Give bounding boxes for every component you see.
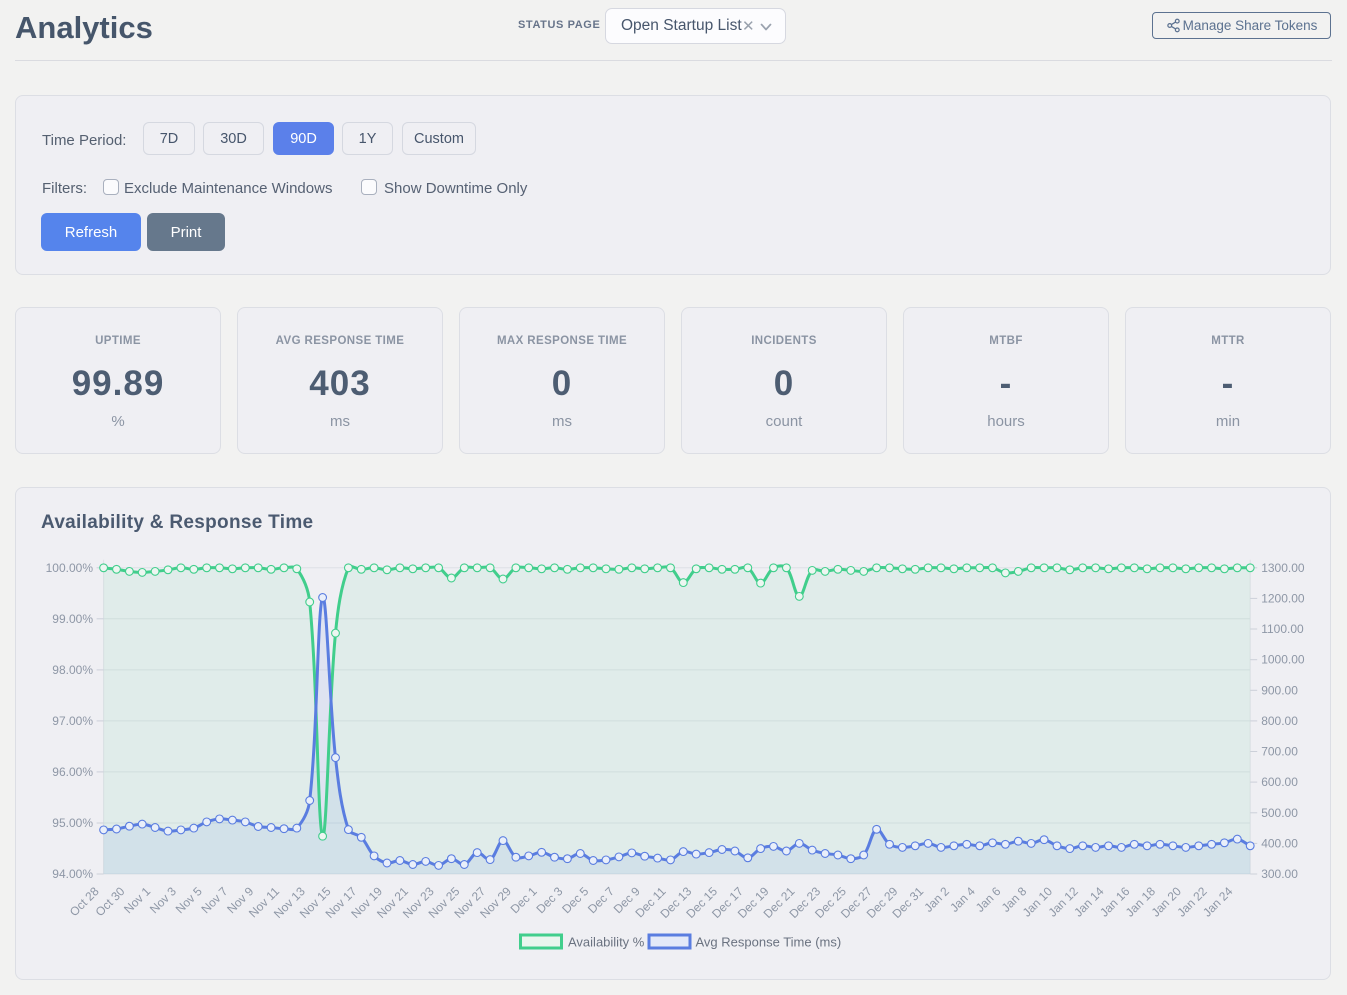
svg-text:Jan 4: Jan 4	[947, 884, 978, 915]
svg-text:1100.00: 1100.00	[1261, 622, 1304, 636]
svg-text:Dec 3: Dec 3	[533, 884, 565, 916]
svg-text:700.00: 700.00	[1261, 745, 1298, 759]
svg-text:600.00: 600.00	[1261, 775, 1298, 789]
svg-text:Dec 7: Dec 7	[585, 884, 617, 916]
svg-text:1000.00: 1000.00	[1261, 653, 1305, 667]
svg-text:Nov 5: Nov 5	[173, 884, 205, 916]
svg-text:Jan 6: Jan 6	[973, 884, 1004, 915]
svg-text:96.00%: 96.00%	[52, 765, 93, 779]
svg-text:1200.00: 1200.00	[1261, 591, 1305, 605]
svg-text:94.00%: 94.00%	[52, 867, 93, 881]
svg-text:Dec 1: Dec 1	[508, 884, 540, 916]
svg-text:400.00: 400.00	[1261, 836, 1298, 850]
svg-text:Nov 1: Nov 1	[121, 884, 153, 916]
svg-text:800.00: 800.00	[1261, 714, 1298, 728]
svg-text:Nov 7: Nov 7	[198, 884, 230, 916]
svg-text:100.00%: 100.00%	[46, 561, 94, 575]
svg-text:98.00%: 98.00%	[52, 663, 93, 677]
svg-text:Dec 5: Dec 5	[559, 884, 591, 916]
svg-text:Availability %: Availability %	[568, 935, 645, 950]
svg-text:Jan 2: Jan 2	[921, 884, 952, 915]
svg-text:500.00: 500.00	[1261, 806, 1298, 820]
svg-text:Nov 3: Nov 3	[147, 884, 179, 916]
svg-text:Avg Response Time (ms): Avg Response Time (ms)	[696, 935, 842, 950]
svg-text:99.00%: 99.00%	[52, 612, 93, 626]
svg-text:Jan 24: Jan 24	[1200, 884, 1236, 920]
svg-text:300.00: 300.00	[1261, 867, 1298, 881]
svg-text:900.00: 900.00	[1261, 683, 1298, 697]
svg-text:1300.00: 1300.00	[1261, 561, 1305, 575]
svg-text:95.00%: 95.00%	[52, 816, 93, 830]
svg-text:97.00%: 97.00%	[52, 714, 93, 728]
svg-text:Oct 30: Oct 30	[93, 884, 128, 919]
